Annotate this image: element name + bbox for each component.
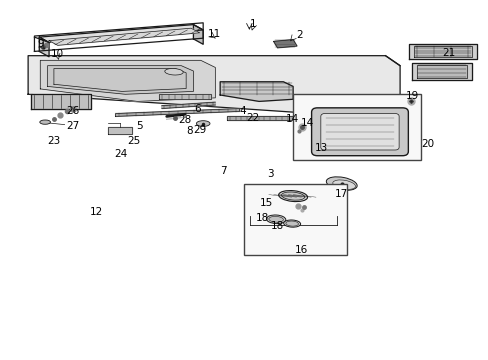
Polygon shape xyxy=(193,24,203,44)
Text: 12: 12 xyxy=(90,207,103,217)
Text: 23: 23 xyxy=(47,136,60,146)
Ellipse shape xyxy=(266,215,285,224)
Bar xyxy=(244,184,346,255)
Text: 28: 28 xyxy=(178,115,191,125)
Text: 22: 22 xyxy=(245,113,259,123)
Text: 15: 15 xyxy=(259,198,272,208)
Polygon shape xyxy=(227,116,307,120)
Text: 17: 17 xyxy=(334,189,347,199)
Polygon shape xyxy=(159,94,211,99)
Text: 8: 8 xyxy=(186,126,192,136)
Polygon shape xyxy=(162,102,215,109)
Polygon shape xyxy=(39,24,203,42)
Text: 25: 25 xyxy=(127,136,141,146)
Text: 27: 27 xyxy=(66,121,80,131)
Text: 11: 11 xyxy=(207,29,221,39)
Text: 4: 4 xyxy=(239,106,245,116)
Bar xyxy=(292,94,420,160)
Text: 14: 14 xyxy=(301,118,314,128)
Polygon shape xyxy=(273,40,296,48)
FancyBboxPatch shape xyxy=(311,108,407,156)
Polygon shape xyxy=(116,109,239,116)
Text: 14: 14 xyxy=(285,114,298,124)
Text: 3: 3 xyxy=(266,168,273,179)
Text: 5: 5 xyxy=(136,121,142,131)
Ellipse shape xyxy=(164,68,183,75)
Ellipse shape xyxy=(325,177,356,190)
Text: 16: 16 xyxy=(295,245,308,255)
Polygon shape xyxy=(39,37,49,57)
Polygon shape xyxy=(416,64,466,78)
Polygon shape xyxy=(408,44,476,59)
Text: 20: 20 xyxy=(420,139,433,149)
Polygon shape xyxy=(40,60,215,102)
Text: 29: 29 xyxy=(193,125,206,135)
Text: 26: 26 xyxy=(66,106,80,116)
Ellipse shape xyxy=(332,180,355,189)
Polygon shape xyxy=(49,28,200,45)
Ellipse shape xyxy=(268,216,283,222)
Ellipse shape xyxy=(283,220,300,227)
Polygon shape xyxy=(108,127,131,134)
Text: 18: 18 xyxy=(255,212,268,222)
Text: 6: 6 xyxy=(194,104,200,114)
Text: 19: 19 xyxy=(405,91,418,101)
Polygon shape xyxy=(28,56,399,112)
FancyBboxPatch shape xyxy=(320,113,398,150)
Ellipse shape xyxy=(40,120,50,124)
Text: 9: 9 xyxy=(37,39,43,49)
Polygon shape xyxy=(413,46,471,57)
Text: 21: 21 xyxy=(441,48,454,58)
Ellipse shape xyxy=(196,121,209,126)
Polygon shape xyxy=(411,63,471,80)
Polygon shape xyxy=(30,94,91,109)
Text: 24: 24 xyxy=(114,149,127,159)
Text: 18: 18 xyxy=(270,221,284,231)
Ellipse shape xyxy=(281,192,304,200)
Ellipse shape xyxy=(285,221,298,226)
Ellipse shape xyxy=(278,190,307,202)
Polygon shape xyxy=(220,82,292,102)
Text: 1: 1 xyxy=(249,19,256,29)
Text: 13: 13 xyxy=(314,143,327,153)
Text: 10: 10 xyxy=(51,49,64,59)
Polygon shape xyxy=(47,66,193,94)
Text: 7: 7 xyxy=(220,166,226,176)
Text: 2: 2 xyxy=(296,30,303,40)
